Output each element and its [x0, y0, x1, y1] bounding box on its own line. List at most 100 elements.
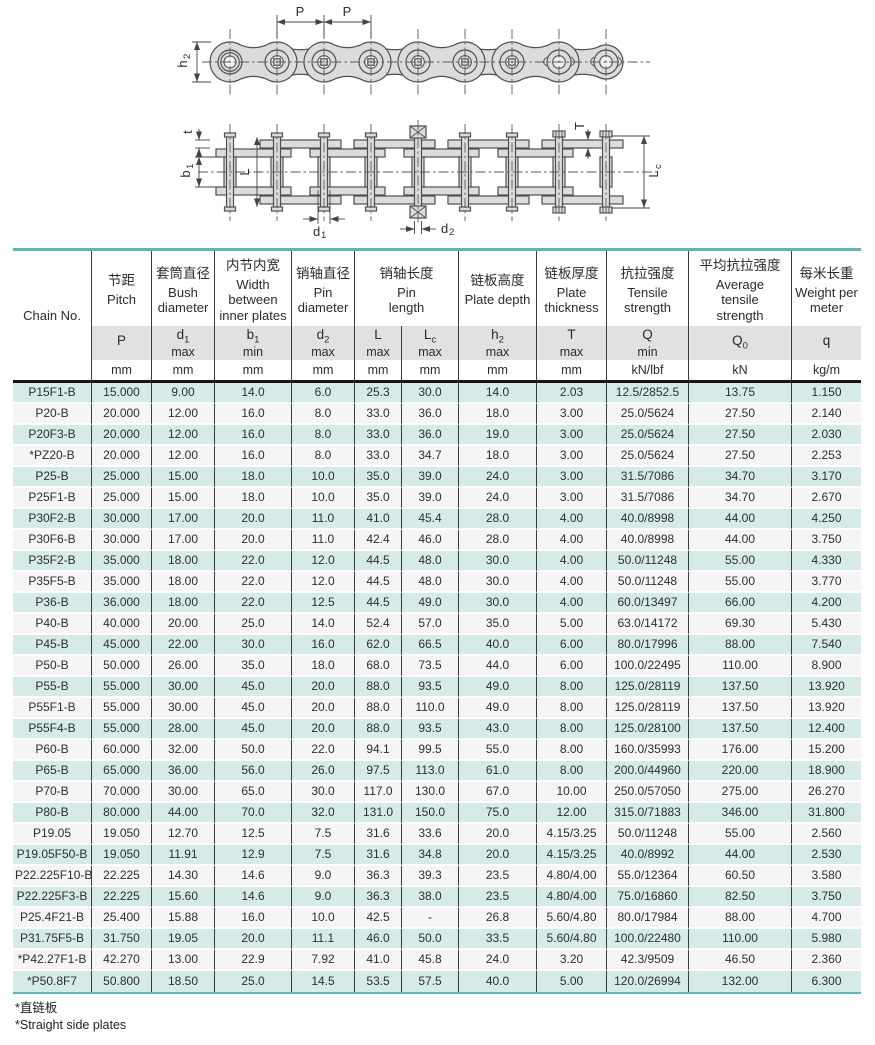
table-row: P50-B 50.000 26.00 35.0 18.0 68.0 73.5 44.0 6.00…	[13, 655, 861, 677]
value-cell: 93.5	[402, 718, 459, 740]
value-cell: 4.00	[537, 550, 607, 572]
svg-text:L: L	[646, 170, 661, 177]
table-row: P25.4F21-B 25.400 15.88 16.0 10.0 42.5-26.8 5.…	[13, 907, 861, 929]
value-cell: 75.0/16860	[607, 886, 689, 908]
pitch-dimension-label: P	[343, 4, 352, 19]
value-cell: 41.0	[355, 508, 402, 530]
value-cell: 60.0/13497	[607, 592, 689, 614]
value-cell: 36.000	[92, 592, 152, 614]
value-cell: 88.00	[689, 634, 792, 656]
table-row: P22.225F10-B 22.225 14.30 14.6 9.0 36.3 39.3 23…	[13, 865, 861, 887]
value-cell: 25.3	[355, 382, 402, 404]
value-cell: 110.00	[689, 655, 792, 677]
value-cell: 6.300	[792, 970, 861, 992]
value-cell: 45.0	[215, 697, 292, 719]
value-cell: 130.0	[402, 781, 459, 803]
value-cell: 22.0	[215, 571, 292, 593]
value-cell: 38.0	[402, 886, 459, 908]
value-cell: 22.225	[92, 886, 152, 908]
footnote-cn: *直链板	[15, 1001, 58, 1015]
chain-no-cell: P55F1-B	[13, 697, 92, 719]
value-cell: 70.000	[92, 781, 152, 803]
value-cell: 3.00	[537, 424, 607, 446]
value-cell: 100.0/22495	[607, 655, 689, 677]
value-cell: 4.330	[792, 550, 861, 572]
pitch-dimension-label: P	[296, 4, 305, 19]
value-cell: 4.00	[537, 571, 607, 593]
value-cell: 55.00	[689, 550, 792, 572]
value-cell: 25.0/5624	[607, 424, 689, 446]
value-cell: 53.5	[355, 970, 402, 992]
col-header-bush-diameter: 套筒直径 Bush diameter	[152, 251, 215, 326]
value-cell: 75.0	[459, 802, 537, 824]
value-cell: 56.0	[215, 760, 292, 782]
value-cell: 55.0	[459, 739, 537, 761]
value-cell: 19.050	[92, 823, 152, 845]
chain-no-label: Chain No.	[23, 307, 81, 323]
symbol-Q0: Q0	[689, 325, 792, 360]
value-cell: 69.30	[689, 613, 792, 635]
value-cell: 23.5	[459, 865, 537, 887]
chain-no-cell: *PZ20-B	[13, 445, 92, 467]
value-cell: 36.0	[402, 424, 459, 446]
value-cell: 20.00	[152, 613, 215, 635]
value-cell: 40.0/8998	[607, 508, 689, 530]
value-cell: 20.000	[92, 445, 152, 467]
value-cell: 137.50	[689, 676, 792, 698]
value-cell: 10.0	[292, 487, 355, 509]
value-cell: 60.50	[689, 865, 792, 887]
table-body: P15F1-B 15.000 9.00 14.0 6.0 25.3 30.0 14.0 2.03…	[13, 382, 861, 992]
value-cell: 45.4	[402, 508, 459, 530]
value-cell: 22.0	[215, 550, 292, 572]
value-cell: 160.0/35993	[607, 739, 689, 761]
chain-no-cell: P19.05	[13, 823, 92, 845]
value-cell: 18.0	[215, 487, 292, 509]
value-cell: 4.15/3.25	[537, 823, 607, 845]
table-row: P35F5-B 35.000 18.00 22.0 12.0 44.5 48.0 30.0 4.…	[13, 571, 861, 593]
value-cell: 39.3	[402, 865, 459, 887]
table-row: P25F1-B 25.000 15.00 18.0 10.0 35.0 39.0 24.0 3.…	[13, 487, 861, 509]
value-cell: 15.000	[92, 382, 152, 404]
value-cell: 32.00	[152, 739, 215, 761]
value-cell: 20.000	[92, 403, 152, 425]
table-row: P31.75F5-B 31.750 19.05 20.0 11.1 46.0 50.0 33.…	[13, 928, 861, 950]
table-row: P70-B 70.000 30.00 65.0 30.0 117.0 130.0 67.0 10…	[13, 781, 861, 803]
value-cell: 22.9	[215, 949, 292, 971]
value-cell: 57.0	[402, 613, 459, 635]
value-cell: 65.0	[215, 781, 292, 803]
value-cell: 30.00	[152, 676, 215, 698]
value-cell: 1.150	[792, 382, 861, 404]
svg-text:L: L	[237, 168, 252, 175]
header-names-row: Chain No. 节距 Pitch 套筒直径 Bush diameter 内节内宽…	[13, 251, 861, 383]
value-cell: 8.900	[792, 655, 861, 677]
value-cell: 44.5	[355, 571, 402, 593]
value-cell: -	[402, 907, 459, 929]
value-cell: 11.0	[292, 508, 355, 530]
value-cell: 33.0	[355, 445, 402, 467]
chain-no-cell: P31.75F5-B	[13, 928, 92, 950]
value-cell: 100.0/22480	[607, 928, 689, 950]
value-cell: 9.0	[292, 886, 355, 908]
table-row: P35F2-B 35.000 18.00 22.0 12.0 44.5 48.0 30.0 4.…	[13, 550, 861, 572]
value-cell: 43.0	[459, 718, 537, 740]
value-cell: 50.0	[215, 739, 292, 761]
value-cell: 46.0	[402, 529, 459, 551]
svg-text:b: b	[178, 170, 193, 177]
chain-no-cell: P45-B	[13, 634, 92, 656]
value-cell: 55.00	[689, 823, 792, 845]
value-cell: 66.00	[689, 592, 792, 614]
value-cell: 10.0	[292, 907, 355, 929]
chain-no-cell: P65-B	[13, 760, 92, 782]
value-cell: 14.0	[215, 382, 292, 404]
value-cell: 25.0	[215, 613, 292, 635]
value-cell: 30.0	[459, 592, 537, 614]
value-cell: 12.400	[792, 718, 861, 740]
value-cell: 131.0	[355, 802, 402, 824]
value-cell: 44.00	[689, 529, 792, 551]
chain-no-cell: P25F1-B	[13, 487, 92, 509]
value-cell: 2.360	[792, 949, 861, 971]
chain-no-cell: P40-B	[13, 613, 92, 635]
value-cell: 33.6	[402, 823, 459, 845]
value-cell: 82.50	[689, 886, 792, 908]
value-cell: 31.5/7086	[607, 466, 689, 488]
